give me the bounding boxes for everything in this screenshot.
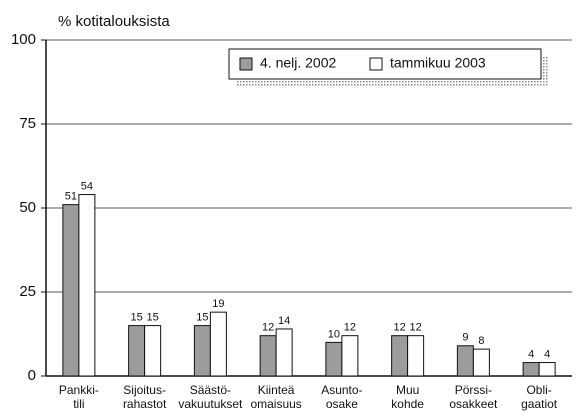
y-tick-label: 75 (19, 115, 36, 132)
x-tick-label: Obli-gaatiot (521, 383, 558, 411)
bar (193, 325, 211, 377)
y-tick-label: 25 (19, 283, 36, 300)
data-label: 15 (131, 312, 143, 324)
bar (128, 325, 146, 377)
y-tick-label: 100 (11, 31, 36, 48)
x-tick-label-line: Kiinteä (258, 383, 295, 397)
data-label: 12 (394, 322, 406, 334)
bar (325, 341, 343, 377)
data-label: 4 (528, 348, 534, 360)
y-axis-label: % kotitalouksista (58, 13, 170, 30)
data-label: 12 (344, 322, 356, 334)
bar (391, 335, 409, 377)
data-label: 9 (462, 332, 468, 344)
legend-swatch (369, 57, 383, 71)
x-tick-label-line: gaatiot (521, 397, 558, 411)
bar (78, 194, 96, 377)
bar (522, 362, 540, 377)
x-tick-label-line: tili (73, 397, 84, 411)
data-label: 51 (65, 191, 77, 203)
x-tick-label-line: Sijoitus- (123, 383, 166, 397)
y-tick-label: 50 (19, 199, 36, 216)
bar (275, 328, 293, 377)
data-label: 10 (328, 328, 340, 340)
bar (456, 345, 474, 377)
bar (538, 362, 556, 377)
x-tick-label: Pankki-tili (59, 383, 99, 411)
x-tick-label-line: vakuutukset (178, 397, 243, 411)
bar (62, 204, 80, 377)
legend-label: 4. nelj. 2002 (260, 55, 336, 71)
x-tick-label-line: kohde (391, 397, 424, 411)
x-tick-label: Pörssi-osakkeet (449, 383, 498, 411)
data-label: 12 (410, 322, 422, 334)
x-tick-label-line: osakkeet (449, 397, 498, 411)
x-tick-label-line: omaisuus (250, 397, 301, 411)
x-tick-label-line: Säästö- (190, 383, 231, 397)
data-label: 4 (544, 348, 550, 360)
bar (341, 335, 359, 377)
x-tick-label: Sijoitus-rahastot (123, 383, 167, 411)
data-label: 12 (262, 322, 274, 334)
x-tick-label: Asunto-osake (321, 383, 362, 411)
bar (144, 325, 162, 377)
x-tick-label-line: rahastot (123, 397, 167, 411)
data-label: 15 (196, 312, 208, 324)
x-tick-label-line: Pankki- (59, 383, 99, 397)
bar (407, 335, 425, 377)
y-tick-label: 0 (28, 367, 36, 384)
data-label: 14 (278, 315, 290, 327)
data-label: 54 (81, 180, 93, 192)
x-tick-label: Säästö-vakuutukset (178, 383, 243, 411)
bar (472, 348, 490, 377)
x-tick-label-line: Pörssi- (455, 383, 492, 397)
x-tick-label-line: Obli- (526, 383, 551, 397)
x-tick-label: Muu kohde (391, 383, 424, 411)
x-tick-label-line: Muu (396, 383, 419, 397)
x-tick-label-line: osake (326, 397, 358, 411)
data-label: 15 (147, 312, 159, 324)
data-label: 8 (478, 335, 484, 347)
legend-box (228, 48, 542, 80)
data-label: 19 (212, 298, 224, 310)
bar (209, 311, 227, 377)
x-tick-label: Kiinteä omaisuus (250, 383, 301, 411)
legend-label: tammikuu 2003 (390, 55, 486, 71)
bar (259, 335, 277, 377)
legend-swatch (239, 57, 253, 71)
x-tick-label-line: Asunto- (321, 383, 362, 397)
